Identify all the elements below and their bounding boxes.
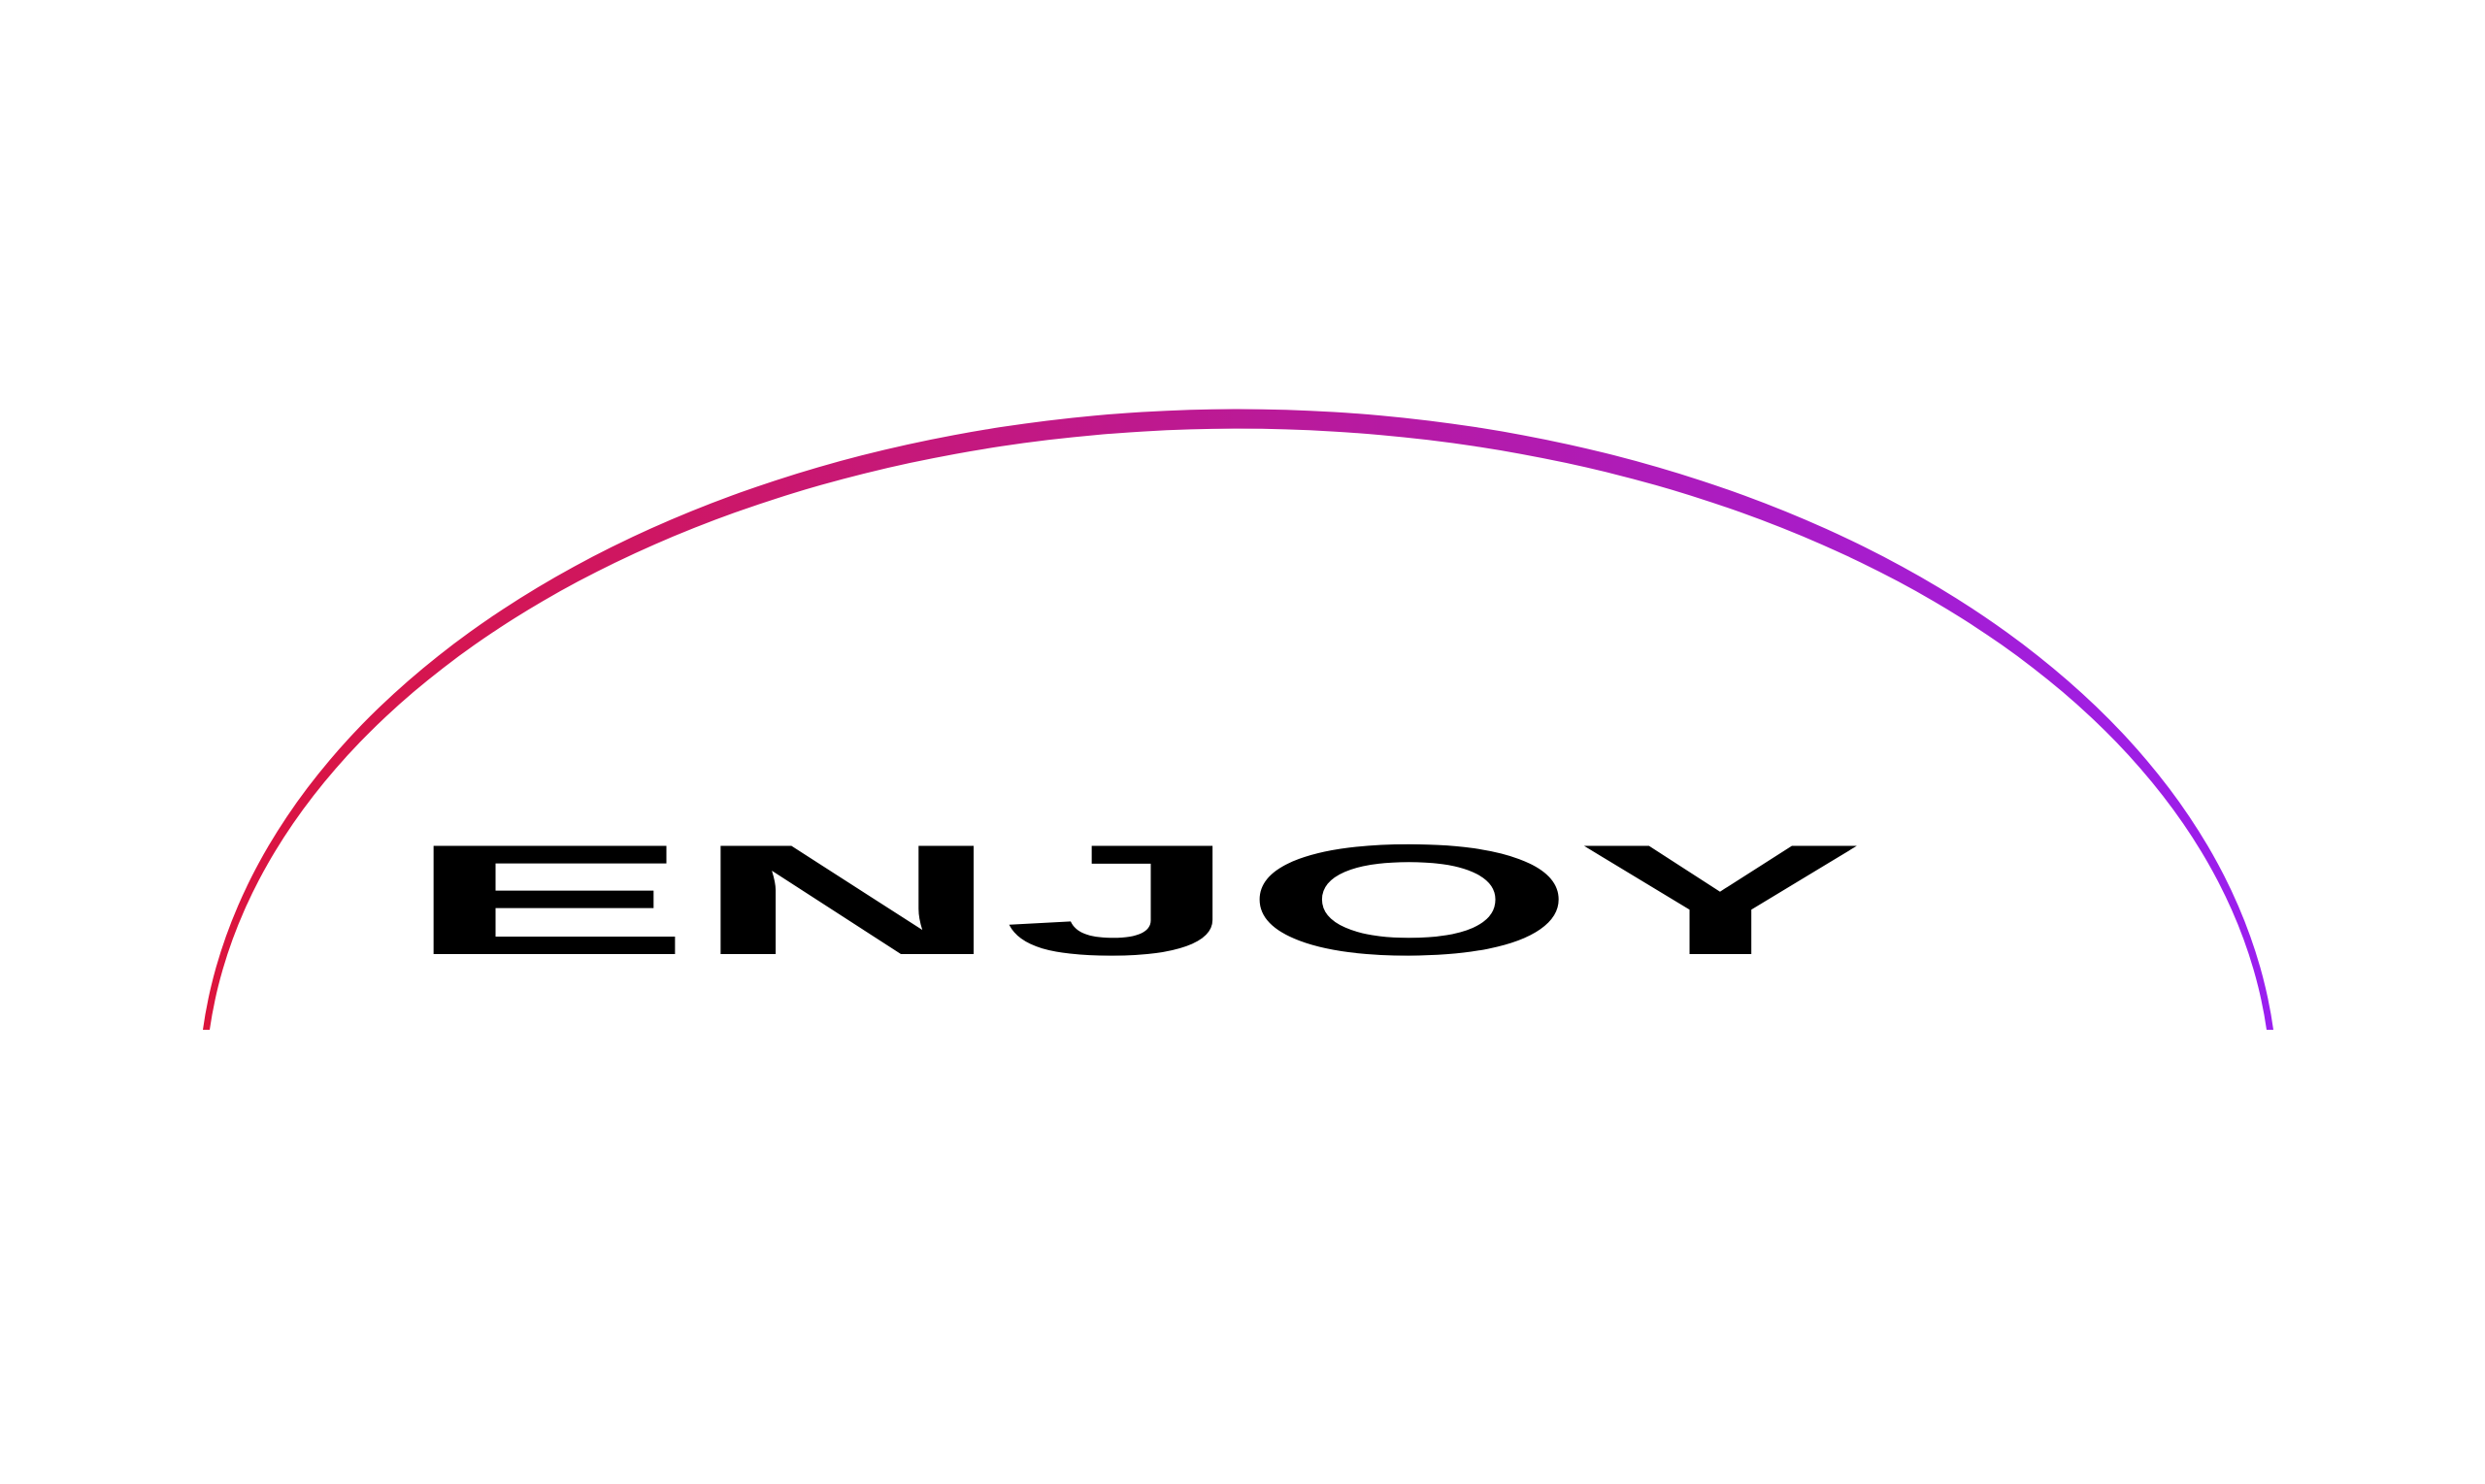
logo-text: ENJOY xyxy=(405,812,1864,988)
